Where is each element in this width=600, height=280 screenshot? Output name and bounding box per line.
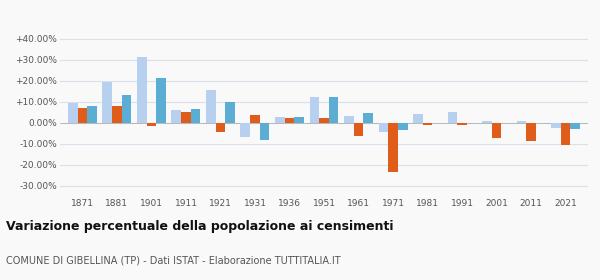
Bar: [215, 123, 226, 132]
Bar: [517, 122, 526, 123]
Bar: [250, 115, 260, 123]
Bar: [295, 117, 304, 123]
Bar: [260, 123, 269, 140]
Bar: [156, 78, 166, 123]
Bar: [448, 112, 457, 123]
Bar: [422, 123, 433, 125]
Text: Variazione percentuale della popolazione ai censimenti: Variazione percentuale della popolazione…: [6, 220, 394, 233]
Bar: [181, 112, 191, 123]
Bar: [379, 123, 388, 132]
Bar: [137, 57, 146, 123]
Bar: [226, 102, 235, 123]
Bar: [551, 123, 561, 128]
Bar: [319, 118, 329, 123]
Bar: [146, 123, 156, 126]
Bar: [87, 106, 97, 123]
Bar: [457, 123, 467, 125]
Bar: [492, 123, 502, 138]
Bar: [122, 95, 131, 123]
Bar: [561, 123, 571, 144]
Bar: [353, 123, 364, 136]
Bar: [388, 123, 398, 172]
Bar: [398, 123, 407, 130]
Text: COMUNE DI GIBELLINA (TP) - Dati ISTAT - Elaborazione TUTTITALIA.IT: COMUNE DI GIBELLINA (TP) - Dati ISTAT - …: [6, 255, 341, 265]
Bar: [284, 118, 295, 123]
Bar: [364, 113, 373, 123]
Bar: [526, 123, 536, 141]
Bar: [310, 97, 319, 123]
Bar: [77, 108, 87, 123]
Bar: [344, 116, 353, 123]
Bar: [275, 117, 284, 123]
Bar: [68, 102, 77, 123]
Bar: [413, 114, 422, 123]
Bar: [112, 106, 122, 123]
Bar: [191, 109, 200, 123]
Bar: [482, 122, 492, 123]
Bar: [329, 97, 338, 123]
Bar: [103, 81, 112, 123]
Bar: [241, 123, 250, 137]
Bar: [172, 110, 181, 123]
Bar: [206, 90, 215, 123]
Bar: [571, 123, 580, 129]
